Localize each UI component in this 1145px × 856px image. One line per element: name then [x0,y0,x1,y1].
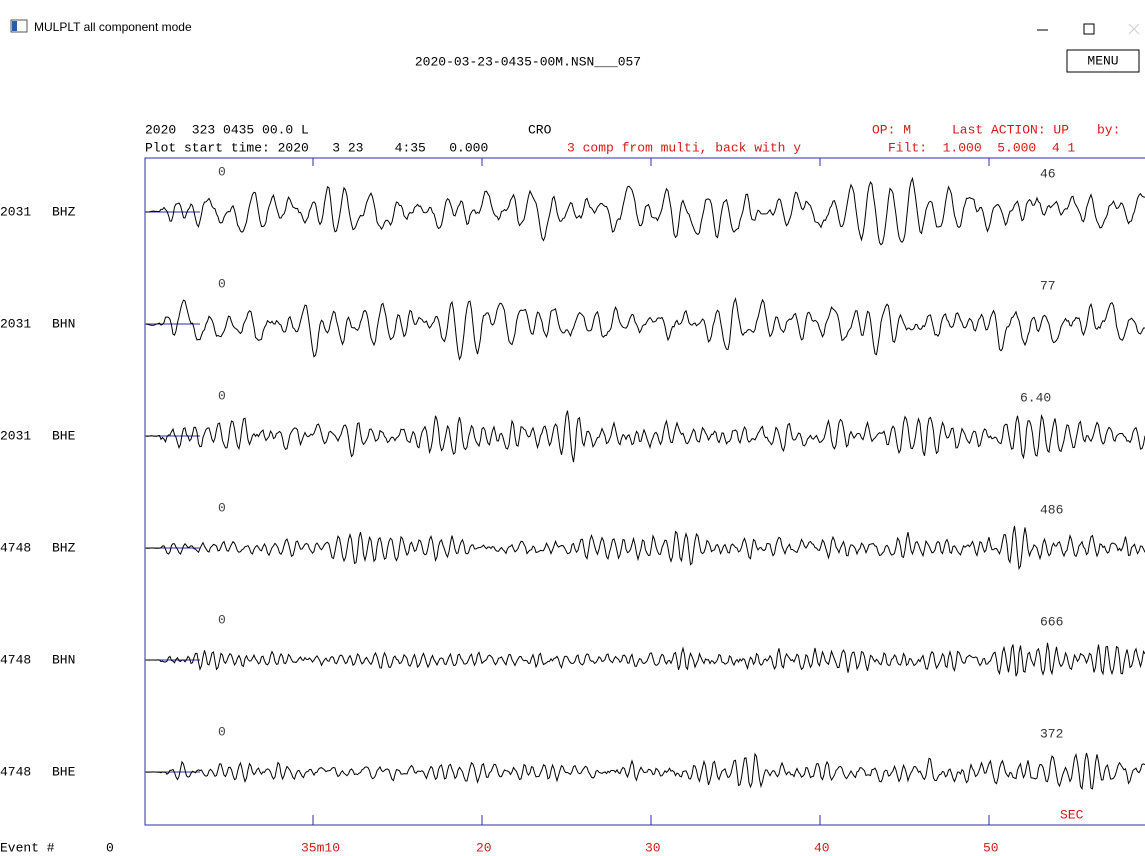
start-label: 0 [218,164,226,179]
start-time: Plot start time: 2020 3 23 4:35 0.000 [145,140,488,155]
event-label: Event # [0,840,55,855]
close-button[interactable] [1128,23,1140,35]
file-name: 2020-03-23-0435-00M.NSN___057 [415,54,641,69]
event-number: 0 [106,840,114,855]
title-bar: MULPLT all component mode [0,0,1145,38]
plot-frame [144,157,1145,826]
time-label: 50 [983,840,999,855]
date-line: 2020 323 0435 00.0 L [145,122,309,137]
waveform [145,297,1145,361]
waveform [145,410,1145,463]
app-icon [10,19,28,33]
window-title: MULPLT all component mode [34,20,192,34]
time-label: 20 [476,840,492,855]
station-label: 4748 [0,540,31,555]
time-label: 40 [814,840,830,855]
maximize-button[interactable] [1083,23,1095,35]
waveform [145,525,1145,571]
plot-area: 2020-03-23-0435-00M.NSN___057 MENU 2020 … [0,49,1145,855]
amplitude-label: 372 [1040,726,1063,741]
filter: Filt: 1.000 5.000 4 1 [888,140,1075,155]
start-label: 0 [218,612,226,627]
start-label: 0 [218,388,226,403]
station-label: 2031 [0,428,31,443]
menu-button[interactable] [1066,49,1140,73]
waveform [146,642,1145,677]
amplitude-label: 6.40 [1020,390,1051,405]
time-unit: SEC [1060,807,1084,822]
component-label: BHZ [52,540,76,555]
station: CRO [528,122,552,137]
waveform [145,176,1145,246]
station-label: 4748 [0,652,31,667]
amplitude-label: 77 [1040,278,1056,293]
station-label: 2031 [0,204,31,219]
last-action: Last ACTION: UP [952,122,1069,137]
start-label: 0 [218,724,226,739]
component-label: BHN [52,652,75,667]
operator: OP: M [872,122,911,137]
station-label: 4748 [0,764,31,779]
amplitude-label: 486 [1040,502,1063,517]
component-label: BHZ [52,204,76,219]
window-controls[interactable] [1015,14,1145,44]
start-label: 0 [218,500,226,515]
amplitude-label: 46 [1040,166,1056,181]
by: by: [1097,122,1120,137]
message: 3 comp from multi, back with y [567,140,801,155]
time-label: 35m10 [301,840,340,855]
component-label: BHE [52,428,76,443]
waveform [146,752,1145,791]
component-label: BHN [52,316,75,331]
component-label: BHE [52,764,76,779]
amplitude-label: 666 [1040,614,1063,629]
station-label: 2031 [0,316,31,331]
time-label: 30 [645,840,661,855]
menu-label[interactable]: MENU [1087,53,1118,68]
start-label: 0 [218,276,226,291]
